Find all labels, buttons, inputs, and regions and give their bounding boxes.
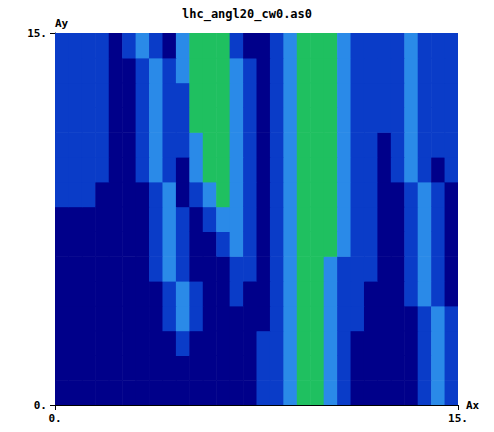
svg-text:0.: 0. <box>48 412 61 425</box>
svg-text:0.: 0. <box>34 399 47 412</box>
svg-text:Ay: Ay <box>55 17 69 30</box>
svg-text:lhc_angl20_cw0.as0: lhc_angl20_cw0.as0 <box>182 7 312 22</box>
svg-text:15.: 15. <box>448 412 468 425</box>
svg-text:15.: 15. <box>27 27 47 40</box>
svg-text:Ax: Ax <box>466 399 480 412</box>
